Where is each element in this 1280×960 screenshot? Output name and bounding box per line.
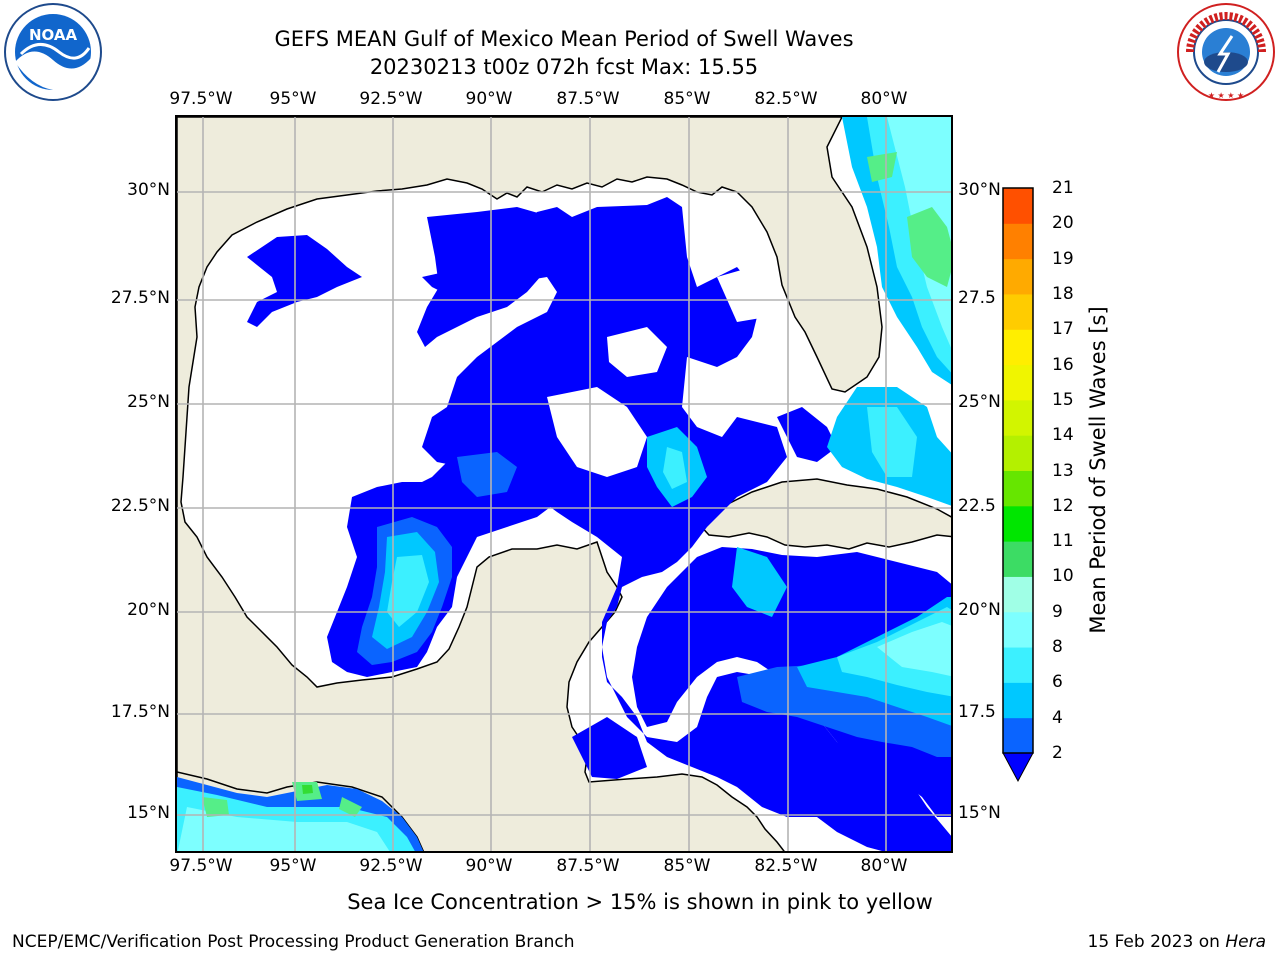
colorbar-segment — [1003, 399, 1033, 436]
colorbar — [1002, 187, 1034, 783]
lon-tick-bottom: 87.5°W — [556, 856, 620, 876]
colorbar-segment — [1003, 435, 1033, 471]
land-cuba — [695, 478, 951, 550]
chart-title: GEFS MEAN Gulf of Mexico Mean Period of … — [274, 27, 854, 51]
chart-subtitle: 20230213 t00z 072h fcst Max: 15.55 — [369, 55, 759, 79]
colorbar-tick-label: 20 — [1052, 213, 1074, 234]
colorbar-tick-label: 14 — [1052, 425, 1074, 446]
lat-tick-right: 15°N — [958, 803, 1001, 823]
colorbar-tick-label: 18 — [1052, 283, 1074, 304]
colorbar-segment — [1003, 576, 1033, 613]
map-panel — [175, 115, 953, 853]
colorbar-segment — [1003, 505, 1033, 542]
colorbar-segment — [1003, 647, 1033, 683]
lon-tick-top: 90°W — [465, 89, 513, 109]
lat-tick-right: 27.5 — [958, 288, 996, 308]
lon-tick-top: 92.5°W — [359, 89, 423, 109]
colorbar-tick-label: 19 — [1052, 248, 1074, 269]
lat-tick-left: 27.5°N — [110, 288, 170, 308]
lat-tick-right: 25°N — [958, 392, 1001, 412]
colorbar-tick-label: 10 — [1052, 566, 1074, 587]
lat-tick-right: 30°N — [958, 180, 1001, 200]
lat-tick-left: 30°N — [127, 180, 170, 200]
colorbar-tick-label: 4 — [1052, 707, 1063, 728]
colorbar-tick-label: 15 — [1052, 389, 1074, 410]
swell-field — [177, 117, 951, 851]
colorbar-segment — [1003, 682, 1033, 719]
lon-tick-bottom: 80°W — [860, 856, 908, 876]
land-usa — [177, 117, 883, 851]
lon-tick-top: 82.5°W — [754, 89, 818, 109]
lon-tick-top: 80°W — [860, 89, 908, 109]
lon-tick-top: 85°W — [663, 89, 711, 109]
colorbar-segment — [1003, 364, 1033, 401]
lon-tick-bottom: 90°W — [465, 856, 513, 876]
colorbar-segment — [1003, 258, 1033, 295]
colorbar-tick-label: 11 — [1052, 531, 1074, 552]
colorbar-tick-label: 17 — [1052, 319, 1074, 340]
lat-tick-left: 25°N — [127, 392, 170, 412]
colorbar-segment — [1003, 470, 1033, 507]
colorbar-tick-label: 2 — [1052, 743, 1063, 763]
colorbar-segment — [1003, 329, 1033, 366]
footer-date: 15 Feb 2023 on — [1087, 932, 1226, 952]
lon-tick-top: 95°W — [269, 89, 317, 109]
colorbar-label: Mean Period of Swell Waves [s] — [1086, 306, 1110, 634]
colorbar-underflow-triangle — [1002, 752, 1034, 783]
lon-tick-top: 97.5°W — [169, 89, 233, 109]
colorbar-segment — [1003, 611, 1033, 648]
footer-left: NCEP/EMC/Verification Post Processing Pr… — [12, 932, 575, 952]
sea-ice-note: Sea Ice Concentration > 15% is shown in … — [347, 890, 933, 914]
colorbar-segment — [1003, 541, 1033, 577]
lat-tick-left: 22.5°N — [110, 496, 170, 516]
lon-tick-top: 87.5°W — [556, 89, 620, 109]
map-canvas — [177, 117, 951, 851]
colorbar-tick-label: 9 — [1052, 601, 1063, 622]
lon-tick-bottom: 85°W — [663, 856, 711, 876]
nws-logo: ★ ★ ★ ★ — [1177, 3, 1275, 101]
lat-tick-left: 17.5°N — [110, 702, 170, 722]
map-gridlines — [177, 117, 951, 851]
colorbar-tick-label: 12 — [1052, 495, 1074, 516]
colorbar-segment — [1003, 223, 1033, 260]
lat-tick-right: 17.5 — [958, 702, 996, 722]
noaa-logo: NOAA — [4, 3, 102, 101]
colorbar-tick-label: 8 — [1052, 637, 1063, 658]
noaa-logo-text: NOAA — [29, 26, 78, 44]
lat-tick-right: 20°N — [958, 600, 1001, 620]
colorbar-segment — [1003, 717, 1033, 754]
svg-text:★ ★ ★ ★: ★ ★ ★ ★ — [1208, 91, 1244, 100]
colorbar-tick-label: 21 — [1052, 178, 1074, 198]
colorbar-segment — [1003, 293, 1033, 330]
footer-right: 15 Feb 2023 on Hera — [1088, 932, 1266, 952]
lon-tick-bottom: 95°W — [269, 856, 317, 876]
colorbar-tick-label: 16 — [1052, 354, 1074, 375]
footer-host: Hera — [1225, 932, 1266, 952]
lon-tick-bottom: 92.5°W — [359, 856, 423, 876]
colorbar-tick-label: 6 — [1052, 672, 1063, 693]
lat-tick-left: 15°N — [127, 803, 170, 823]
lon-tick-bottom: 97.5°W — [169, 856, 233, 876]
colorbar-tick-label: 13 — [1052, 460, 1074, 481]
colorbar-segment — [1003, 188, 1033, 224]
lat-tick-right: 22.5 — [958, 496, 996, 516]
lat-tick-left: 20°N — [127, 600, 170, 620]
lon-tick-bottom: 82.5°W — [754, 856, 818, 876]
